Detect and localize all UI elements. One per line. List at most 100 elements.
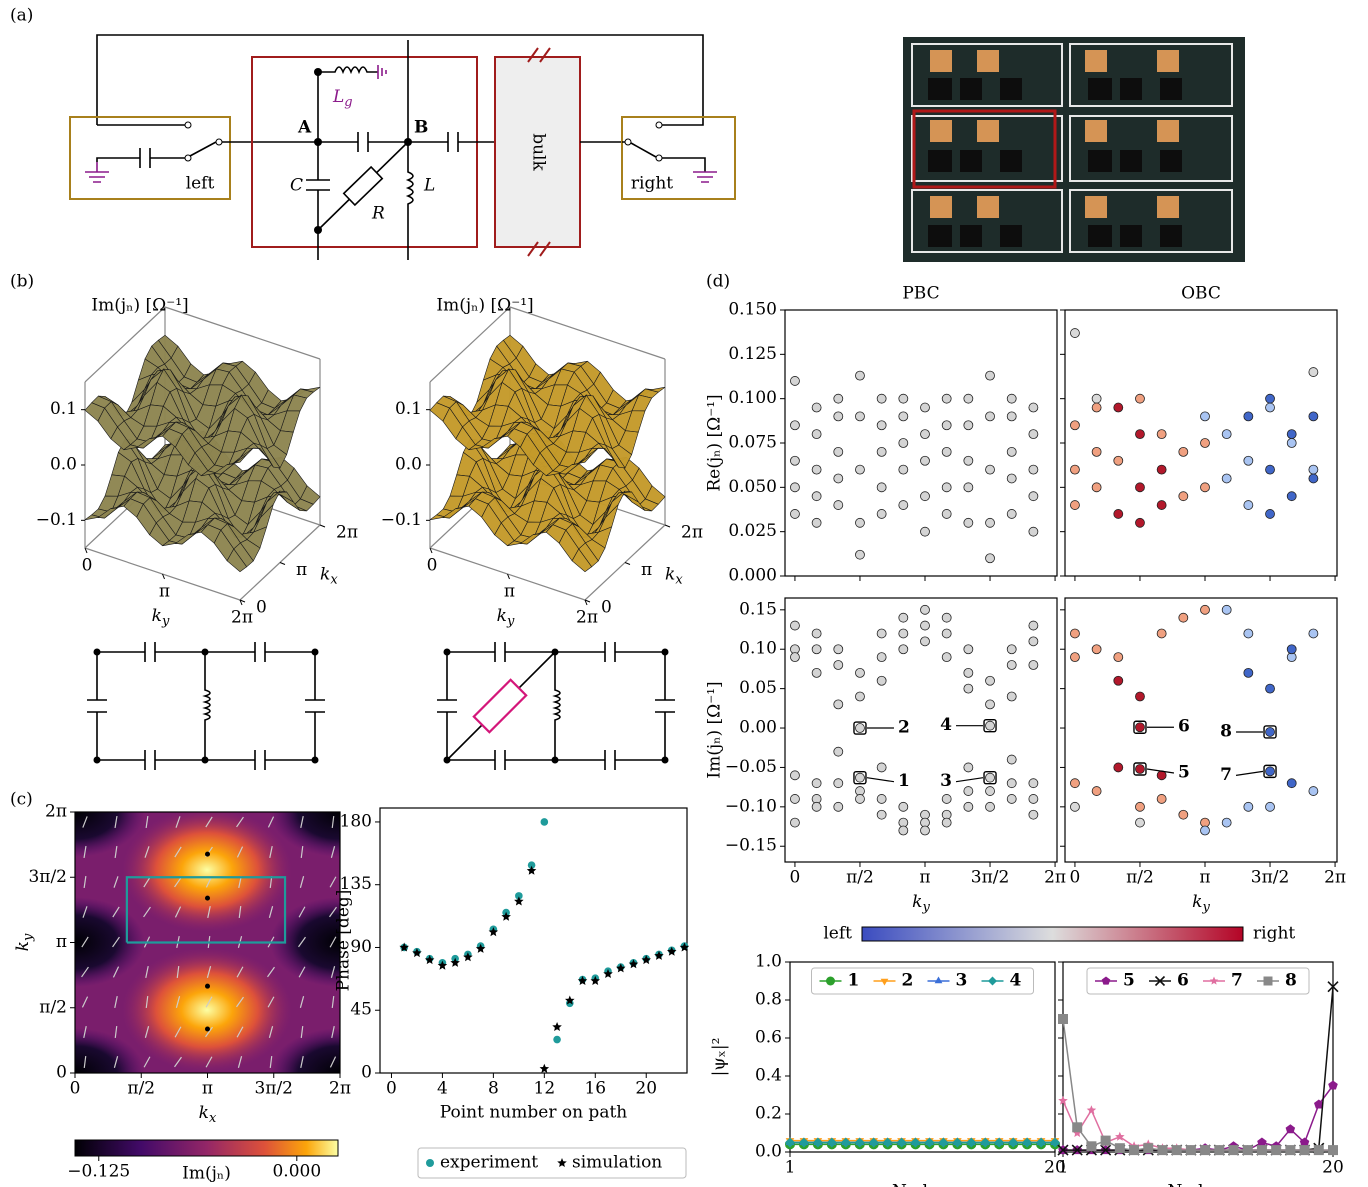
x-tick-label: 1 <box>785 1158 796 1178</box>
marker <box>1029 492 1038 501</box>
marker <box>942 818 951 827</box>
x-tick-label: 20 <box>635 1079 657 1099</box>
x-axis-label: ky <box>152 606 170 629</box>
marker <box>1114 676 1123 685</box>
x-tick-label: 16 <box>584 1079 606 1099</box>
unit-cell-circuit <box>87 642 675 770</box>
marker <box>964 763 973 772</box>
marker <box>1271 1145 1281 1155</box>
z-tick-label: −0.1 <box>381 510 422 530</box>
x-tick-label: π/2 <box>127 1079 155 1099</box>
label-sub: y <box>161 614 170 629</box>
marker <box>986 371 995 380</box>
legend-label: 4 <box>1010 971 1022 991</box>
marker <box>899 501 908 510</box>
y-tick <box>665 525 670 527</box>
component-label: Lg <box>332 87 353 110</box>
plot-frame <box>380 808 687 1073</box>
marker <box>790 509 799 518</box>
label-sub: y <box>921 900 930 915</box>
marker <box>1007 509 1016 518</box>
marker <box>1287 439 1296 448</box>
marker <box>942 394 951 403</box>
marker <box>899 412 908 421</box>
marker <box>1029 779 1038 788</box>
marker <box>964 483 973 492</box>
marker <box>855 692 864 701</box>
marker <box>1092 787 1101 796</box>
marker <box>1285 1145 1295 1155</box>
marker <box>1309 629 1318 638</box>
y-tick-label: π <box>56 932 67 952</box>
marker <box>1222 818 1231 827</box>
marker <box>1179 447 1188 456</box>
marker <box>812 668 821 677</box>
marker <box>964 421 973 430</box>
x-tick-label: 2π <box>576 608 598 628</box>
marker <box>855 371 864 380</box>
marker <box>964 645 973 654</box>
marker <box>642 955 652 964</box>
y-tick-label: 3π/2 <box>28 867 67 887</box>
marker <box>1200 1145 1210 1155</box>
marker <box>790 771 799 780</box>
marker <box>899 802 908 811</box>
y-tick-label: 0.2 <box>755 1104 782 1124</box>
marker <box>1309 787 1318 796</box>
x-tick-label: π/2 <box>1126 868 1154 888</box>
marker <box>412 948 422 957</box>
annotation-label: 8 <box>1220 721 1232 741</box>
label-sub: x <box>330 572 338 587</box>
marker <box>1287 779 1296 788</box>
marker <box>942 421 951 430</box>
x-axis-label: kx <box>199 1103 217 1126</box>
label-base: k <box>152 606 162 626</box>
y-tick-label: 0.025 <box>728 521 777 541</box>
y-axis-label: Re(jₙ) [Ω⁻¹] <box>705 394 725 491</box>
marker <box>1243 1145 1253 1155</box>
marker <box>1229 1145 1239 1155</box>
marker <box>834 660 843 669</box>
legend-label: 8 <box>1285 971 1297 991</box>
marker <box>1092 483 1101 492</box>
chart-title: Im(jₙ) [Ω⁻¹] <box>91 296 188 316</box>
x-tick-label: π <box>919 868 930 888</box>
marker <box>1135 692 1144 701</box>
marker <box>1114 509 1123 518</box>
y-axis-label: |ψₓ|² <box>710 1038 730 1077</box>
annotation-label: 3 <box>940 771 952 791</box>
marker <box>812 403 821 412</box>
y-tick-label: 0.6 <box>755 1028 782 1048</box>
marker <box>1266 684 1275 693</box>
marker <box>855 412 864 421</box>
marker <box>790 421 799 430</box>
marker <box>899 465 908 474</box>
photo <box>903 37 1245 262</box>
y-tick-label: 0.05 <box>739 678 777 698</box>
x-tick-label: π/2 <box>846 868 874 888</box>
y-tick-label: 0.150 <box>728 300 777 320</box>
chart-title: Im(jₙ) [Ω⁻¹] <box>436 296 533 316</box>
marker <box>834 747 843 756</box>
x-tick-label: π <box>202 1079 213 1099</box>
marker <box>920 430 929 439</box>
marker <box>1029 660 1038 669</box>
marker <box>1070 779 1079 788</box>
label-sub: y <box>506 614 515 629</box>
x-axis-label: ky <box>1192 892 1210 915</box>
marker <box>1287 430 1296 439</box>
x-tick-label: π <box>159 582 170 602</box>
marker <box>1135 818 1144 827</box>
marker <box>1135 394 1144 403</box>
marker <box>1309 474 1318 483</box>
marker <box>964 456 973 465</box>
marker <box>964 518 973 527</box>
colorbar-tick-label: 0.000 <box>272 1162 321 1182</box>
marker <box>1029 465 1038 474</box>
panel-label: (b) <box>10 272 34 292</box>
marker <box>855 724 864 733</box>
y-axis-label: kx <box>320 564 338 587</box>
marker <box>834 447 843 456</box>
x-tick-label: 0 <box>82 556 93 576</box>
path-point <box>205 896 210 901</box>
